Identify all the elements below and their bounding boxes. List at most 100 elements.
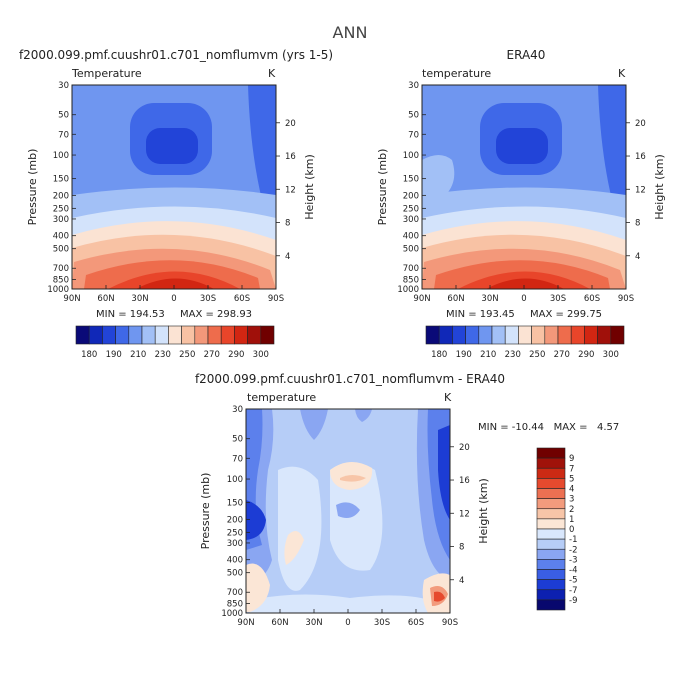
colorbar-swatch: [220, 325, 235, 345]
colorbar-tick-label: 5: [569, 474, 574, 484]
y-tick-label: 30: [408, 81, 419, 91]
panel-model-colorbar-ticks: 180 190 210 230 250 270 290 300: [81, 350, 269, 360]
colorbar-swatch: [247, 325, 262, 345]
x-tick-label: 0: [171, 294, 176, 304]
y-tick-label: 1000: [397, 285, 419, 295]
colorbar-tick-label: 300: [603, 350, 619, 360]
colorbar-swatch: [557, 325, 572, 345]
y2-tick-label: 16: [635, 152, 646, 162]
panel-diff: f2000.099.pmf.cuushr01.c701_nomflumvm - …: [195, 372, 619, 628]
colorbar-tick-label: 3: [569, 495, 574, 505]
colorbar-swatch: [610, 325, 625, 345]
colorbar-tick-label: -4: [569, 566, 577, 576]
y-tick-label: 30: [232, 405, 243, 415]
colorbar-tick-label: 180: [431, 350, 447, 360]
x-tick-label: 0: [521, 294, 526, 304]
colorbar-tick-label: -3: [569, 555, 577, 565]
colorbar-swatch: [536, 488, 566, 499]
colorbar-swatch: [584, 325, 598, 345]
colorbar-swatch: [536, 508, 566, 520]
y-tick-label: 400: [403, 232, 419, 242]
panel-era40-min: MIN = 193.45: [446, 309, 515, 320]
band-200-south: [248, 85, 276, 200]
colorbar-swatch: [154, 325, 169, 345]
colorbar-tick-label: 9: [569, 454, 574, 464]
colorbar-swatch: [597, 325, 612, 345]
y2-tick-label: 4: [459, 576, 464, 586]
y2-tick-label: 8: [285, 219, 290, 229]
panel-diff-minmax: MIN = -10.44 MAX = 4.57: [478, 422, 619, 433]
y-tick-label: 100: [227, 475, 243, 485]
cold-core-inner: [146, 128, 198, 164]
diff-band-p2-center: [340, 475, 366, 482]
colorbar-swatch: [491, 325, 506, 345]
colorbar-swatch: [168, 325, 182, 345]
colorbar-swatch: [478, 325, 493, 345]
panel-diff-title: f2000.099.pmf.cuushr01.c701_nomflumvm - …: [195, 372, 505, 386]
y-tick-label: 500: [53, 245, 69, 255]
panel-diff-field: [246, 409, 450, 613]
colorbar-swatch: [452, 325, 466, 345]
panel-era40-ylabel: Pressure (mb): [376, 149, 389, 226]
colorbar-swatch: [141, 325, 156, 345]
x-tick-label: 60N: [271, 618, 288, 628]
x-tick-label: 90S: [268, 294, 284, 304]
panel-model-colorbar: [75, 325, 275, 345]
colorbar-tick-label: 250: [529, 350, 545, 360]
x-tick-label: 30S: [200, 294, 216, 304]
y2-tick-label: 20: [635, 119, 646, 129]
panel-era40-y2label: Height (km): [653, 154, 666, 220]
diff-band-m2-top-center: [355, 409, 372, 422]
colorbar-tick-label: 4: [569, 485, 574, 495]
panel-era40-max: MAX = 299.75: [530, 309, 602, 320]
colorbar-swatch: [536, 579, 566, 591]
colorbar-swatch: [518, 325, 532, 345]
colorbar-swatch: [425, 325, 440, 345]
panel-era40-variable: temperature: [422, 67, 491, 80]
colorbar-tick-label: 250: [179, 350, 195, 360]
colorbar-swatch: [544, 325, 559, 345]
x-tick-label: 90N: [237, 618, 254, 628]
colorbar-tick-label: -2: [569, 545, 577, 555]
colorbar-tick-label: 1: [569, 515, 574, 525]
panel-model-ylabel: Pressure (mb): [26, 149, 39, 226]
x-tick-label: 90S: [442, 618, 458, 628]
y2-tick-label: 20: [459, 443, 470, 453]
colorbar-swatch: [536, 518, 566, 530]
panel-era40: ERA40 temperature K 30507010015020025030…: [376, 48, 666, 360]
colorbar-tick-label: 2: [569, 505, 574, 515]
colorbar-tick-label: -5: [569, 576, 577, 586]
diff-zero-bottom: [250, 594, 430, 613]
panel-diff-units: K: [444, 391, 452, 404]
colorbar-swatch: [465, 325, 480, 345]
panel-diff-y2label: Height (km): [477, 478, 490, 544]
panel-model-title: f2000.099.pmf.cuushr01.c701_nomflumvm (y…: [19, 48, 333, 62]
colorbar-swatch: [536, 548, 566, 560]
panel-diff-x-ticks: 90N 60N 30N 0 30S 60S 90S: [237, 609, 458, 628]
colorbar-tick-label: 230: [505, 350, 521, 360]
colorbar-swatch: [536, 589, 566, 601]
diff-band-p1-left: [284, 531, 304, 565]
panel-era40-units: K: [618, 67, 626, 80]
x-tick-label: 90N: [63, 294, 80, 304]
panel-era40-colorbar-ticks: 180 190 210 230 250 270 290 300: [431, 350, 619, 360]
y-tick-label: 400: [53, 232, 69, 242]
colorbar-tick-label: 230: [155, 350, 171, 360]
colorbar-swatch: [438, 325, 453, 345]
cold-core-inner: [496, 128, 548, 164]
y-tick-label: 200: [227, 515, 243, 525]
diff-zero-center: [330, 462, 383, 571]
y-tick-label: 50: [408, 111, 419, 121]
x-tick-label: 90N: [413, 294, 430, 304]
x-tick-label: 60S: [584, 294, 600, 304]
colorbar-swatch: [181, 325, 196, 345]
colorbar-tick-label: -9: [569, 596, 577, 606]
panel-diff-y2-ticks: 20 16 12 8 4: [450, 443, 470, 586]
x-tick-label: 90S: [618, 294, 634, 304]
colorbar-swatch: [88, 325, 103, 345]
colorbar-swatch: [207, 325, 222, 345]
colorbar-tick-label: 290: [578, 350, 594, 360]
y2-tick-label: 4: [285, 252, 290, 262]
